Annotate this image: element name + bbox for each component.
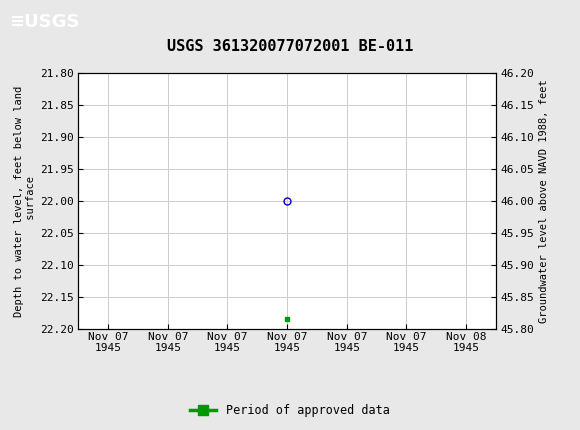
Y-axis label: Depth to water level, feet below land
 surface: Depth to water level, feet below land su… [14, 86, 35, 316]
Legend: Period of approved data: Period of approved data [186, 399, 394, 422]
Y-axis label: Groundwater level above NAVD 1988, feet: Groundwater level above NAVD 1988, feet [539, 79, 549, 323]
Text: USGS 361320077072001 BE-011: USGS 361320077072001 BE-011 [167, 39, 413, 54]
Text: ≡USGS: ≡USGS [9, 13, 79, 31]
